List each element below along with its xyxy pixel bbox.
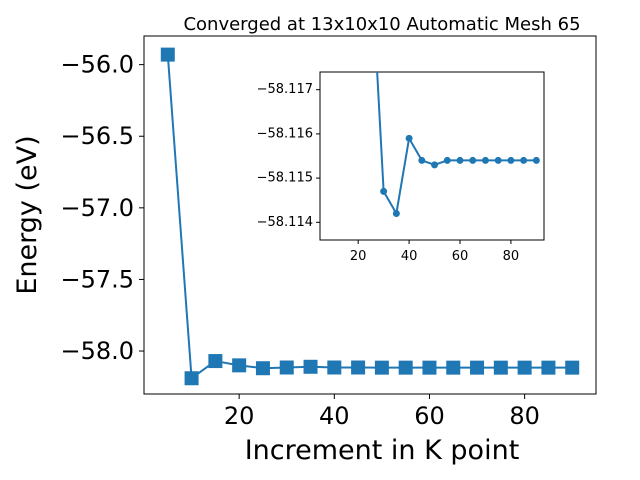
inset-series <box>376 72 540 217</box>
x-axis-label: Increment in K point <box>245 435 520 466</box>
main-y-tick-label: −57.0 <box>60 194 134 222</box>
inset-data-point <box>494 156 502 164</box>
inset-x-tick-label: 40 <box>401 249 418 264</box>
main-series <box>160 47 580 386</box>
main-x-tick-label: 20 <box>224 402 255 430</box>
main-y-axis: −56.0 −56.5 −57.0 −57.5 −58.0 <box>60 51 144 365</box>
main-data-point <box>446 360 461 375</box>
inset-data-point <box>405 134 413 142</box>
main-data-point <box>541 360 556 375</box>
main-data-point <box>327 360 342 375</box>
main-y-tick-label: −56.5 <box>60 122 134 150</box>
inset-y-tick-label: −58.116 <box>257 126 313 141</box>
chart-title: Converged at 13x10x10 Automatic Mesh 65 <box>183 14 580 35</box>
main-y-tick-label: −57.5 <box>60 265 134 293</box>
inset-data-point <box>456 156 464 164</box>
main-data-point <box>208 354 223 369</box>
inset-plot-frame <box>319 71 545 241</box>
main-data-point <box>565 360 580 375</box>
main-data-point <box>255 361 270 376</box>
inset-data-point <box>481 156 489 164</box>
main-data-point <box>160 47 175 62</box>
inset-data-point <box>469 156 477 164</box>
main-x-tick-label: 80 <box>509 402 540 430</box>
main-plot-frame <box>143 35 597 395</box>
inset-data-point <box>507 156 515 164</box>
inset-x-tick-label: 80 <box>503 249 520 264</box>
main-data-point <box>351 360 366 375</box>
main-data-point <box>303 359 318 374</box>
main-data-point <box>493 360 508 375</box>
main-y-tick-label: −58.0 <box>60 337 134 365</box>
inset-data-point <box>443 156 451 164</box>
inset-data-point <box>520 156 528 164</box>
inset-x-tick-label: 20 <box>350 249 367 264</box>
main-data-point <box>374 360 389 375</box>
main-data-point <box>470 360 485 375</box>
inset-y-tick-label: −58.114 <box>257 215 313 230</box>
main-data-point <box>398 360 413 375</box>
inset-data-point <box>418 156 426 164</box>
main-data-point <box>517 360 532 375</box>
inset-data-point <box>380 187 388 195</box>
y-axis-label: Energy (eV) <box>12 135 43 294</box>
main-data-point <box>279 360 294 375</box>
inset-x-axis: 20 40 60 80 <box>350 240 519 264</box>
inset-y-axis: −58.117 −58.116 −58.115 −58.114 <box>257 82 320 230</box>
main-y-tick-label: −56.0 <box>60 51 134 79</box>
inset-y-tick-label: −58.117 <box>257 82 313 97</box>
inset-y-tick-label: −58.115 <box>257 171 313 186</box>
main-x-tick-label: 60 <box>414 402 445 430</box>
main-x-axis: 20 40 60 80 <box>224 394 540 430</box>
inset-data-point <box>392 209 400 217</box>
main-data-point <box>232 358 247 373</box>
main-data-point <box>184 371 199 386</box>
inset-data-point <box>431 161 439 169</box>
inset-data-point <box>532 156 540 164</box>
main-data-point <box>422 360 437 375</box>
main-x-tick-label: 40 <box>319 402 350 430</box>
inset-x-tick-label: 60 <box>452 249 469 264</box>
